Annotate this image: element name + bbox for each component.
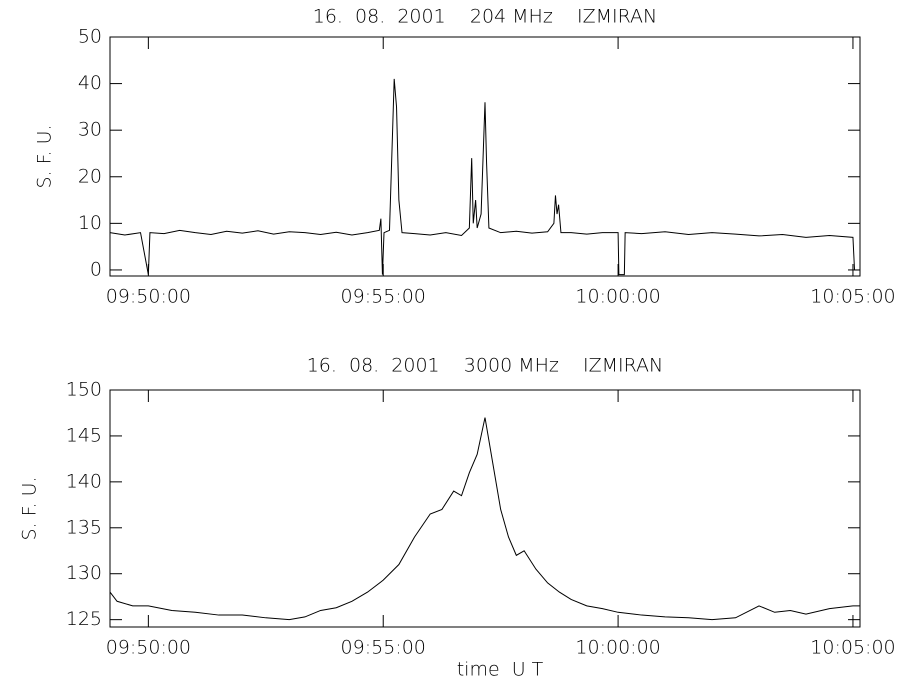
data-line <box>109 417 860 621</box>
x-axis-label: time U T <box>457 659 544 681</box>
y-tick-label: 140 <box>66 470 102 492</box>
y-tick-label: 125 <box>66 608 102 630</box>
y-tick-label: 10 <box>78 212 102 234</box>
y-tick-label: 0 <box>90 258 102 280</box>
x-tick-label: 10:00:00 <box>575 286 660 308</box>
y-axis-label: S. F. U. <box>19 476 41 540</box>
x-tick-label: 10:05:00 <box>810 286 895 308</box>
x-tick-label: 09:50:00 <box>106 286 191 308</box>
data-line <box>109 78 860 276</box>
y-tick-label: 20 <box>78 165 102 187</box>
chart-title: 16. 08. 2001 204 MHz IZMIRAN <box>313 6 657 28</box>
x-tick-label: 10:05:00 <box>810 637 895 659</box>
chart-title: 16. 08. 2001 3000 MHz IZMIRAN <box>307 355 664 377</box>
x-tick-label: 10:00:00 <box>575 637 660 659</box>
y-tick-label: 130 <box>66 562 102 584</box>
x-tick-label: 09:55:00 <box>341 286 426 308</box>
y-tick-label: 150 <box>66 379 102 401</box>
y-tick-label: 135 <box>66 516 102 538</box>
x-tick-label: 09:55:00 <box>341 637 426 659</box>
y-tick-label: 40 <box>78 72 102 94</box>
plot-frame <box>109 389 861 628</box>
y-axis-label: S. F. U. <box>34 124 56 188</box>
y-tick-label: 145 <box>66 424 102 446</box>
x-tick-label: 09:50:00 <box>106 637 191 659</box>
plot-frame <box>109 36 861 277</box>
y-tick-label: 50 <box>78 26 102 48</box>
y-tick-label: 30 <box>78 119 102 141</box>
